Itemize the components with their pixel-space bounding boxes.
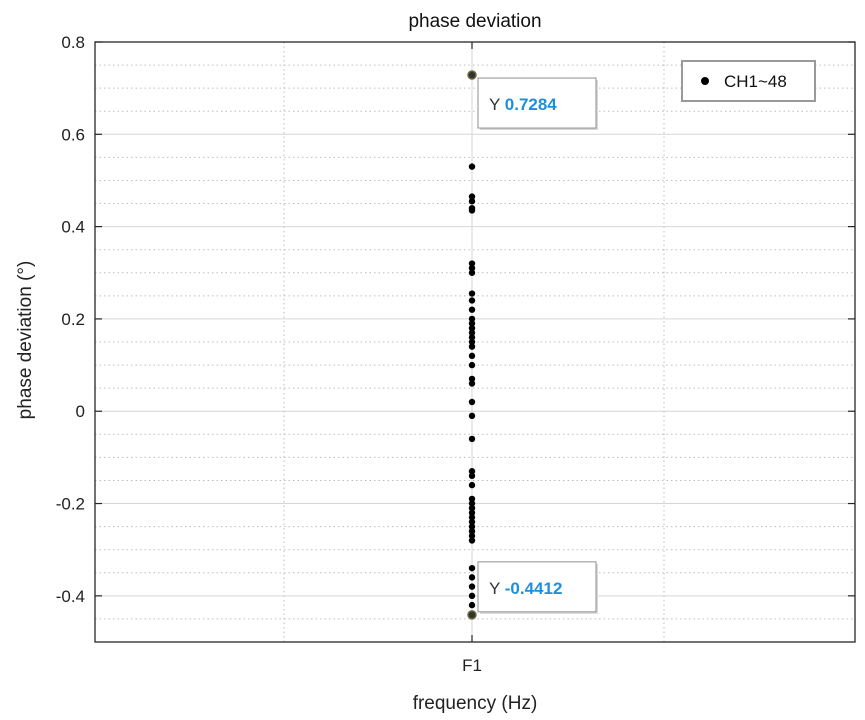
data-point — [468, 564, 476, 572]
y-tick-label: 0.8 — [61, 33, 85, 52]
chart-title: phase deviation — [408, 11, 541, 32]
legend-label: CH1~48 — [724, 72, 787, 91]
legend-marker-icon — [701, 77, 709, 85]
data-point — [468, 315, 476, 323]
data-point — [468, 532, 476, 540]
datatip-label: Y -0.4412 — [489, 579, 562, 598]
data-point — [468, 343, 476, 350]
x-axis-title: frequency (Hz) — [413, 693, 538, 714]
data-point — [468, 260, 476, 267]
data-point — [468, 338, 476, 346]
data-point — [468, 264, 476, 272]
legend[interactable]: CH1~48 — [681, 60, 816, 102]
datatip[interactable]: Y -0.4412 — [467, 561, 598, 620]
y-tick-label: -0.4 — [56, 587, 85, 606]
data-point — [468, 528, 476, 535]
data-point — [468, 193, 476, 200]
y-tick-label: 0.2 — [61, 310, 85, 329]
data-point — [468, 320, 476, 327]
datatip-marker — [467, 70, 477, 80]
data-point — [468, 601, 476, 609]
data-point — [468, 375, 476, 383]
data-point — [468, 468, 476, 475]
data-point — [468, 290, 476, 297]
data-point — [468, 361, 476, 369]
data-point — [468, 198, 476, 205]
datatip-box — [477, 77, 597, 129]
data-point — [468, 297, 476, 304]
datatip-box — [477, 561, 597, 613]
data-point — [468, 334, 476, 341]
data-point — [468, 504, 476, 512]
data-point — [468, 583, 476, 590]
tick-layer: -0.4 -0.2 0 0.2 0.4 0.6 0.8 F1 — [56, 33, 855, 675]
data-point — [468, 380, 476, 387]
datatip[interactable]: Y 0.7284 — [467, 70, 598, 131]
datatip-label: Y 0.7284 — [489, 95, 557, 114]
datatip-prefix: Y — [489, 579, 505, 598]
y-tick-label: 0.6 — [61, 125, 85, 144]
y-tick-label: 0.4 — [61, 218, 85, 237]
y-tick-label: 0 — [76, 402, 85, 421]
x-tick-label: F1 — [462, 656, 482, 675]
data-point — [468, 514, 476, 521]
data-point — [468, 412, 476, 420]
data-point — [468, 523, 476, 530]
data-point — [468, 306, 476, 313]
data-point — [468, 472, 476, 480]
data-point — [468, 500, 476, 507]
data-point — [468, 574, 476, 581]
y-tick-label: -0.2 — [56, 495, 85, 514]
data-point — [468, 352, 476, 360]
data-points — [468, 71, 476, 619]
datatip-value: 0.7284 — [505, 95, 558, 114]
plot-frame — [94, 41, 856, 643]
data-point — [468, 324, 476, 332]
datatip-prefix: Y — [489, 95, 505, 114]
data-point — [468, 509, 476, 516]
datatip-marker — [467, 610, 477, 620]
data-point — [468, 269, 476, 276]
datatip-value: -0.4412 — [505, 579, 563, 598]
data-point — [468, 537, 476, 544]
data-point — [468, 398, 476, 406]
data-point — [468, 207, 476, 214]
data-point — [468, 592, 476, 600]
data-point — [468, 163, 476, 170]
data-point — [468, 435, 476, 443]
data-point — [468, 329, 476, 336]
data-point — [468, 495, 476, 503]
data-point — [468, 481, 476, 489]
data-point — [468, 518, 476, 526]
y-axis-title: phase deviation (°) — [15, 261, 36, 420]
